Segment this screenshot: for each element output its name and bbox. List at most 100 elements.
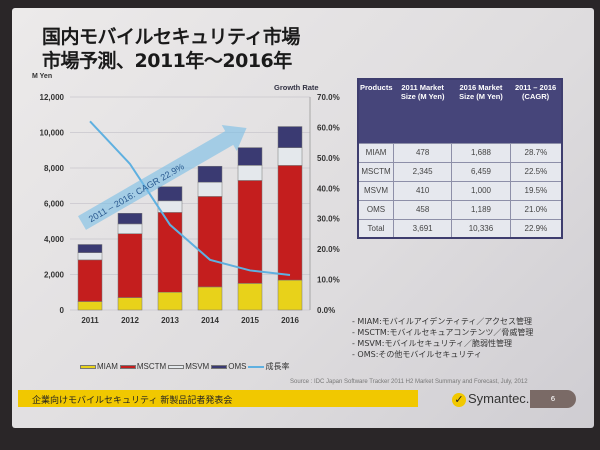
table-row: Total 3,691 10,336 22.9% <box>357 218 563 239</box>
legend-swatch <box>248 365 265 368</box>
y-tick-label: 2,000 <box>44 271 65 280</box>
bar-oms <box>197 165 223 183</box>
bar-miam <box>157 292 183 311</box>
table-cell: OMS <box>357 199 395 220</box>
x-tick-label: 2013 <box>161 316 179 325</box>
table-cell: 2,345 <box>393 161 453 182</box>
table-cell: 1,000 <box>451 180 511 201</box>
x-tick-label: 2015 <box>241 316 259 325</box>
legend-swatch <box>168 364 185 369</box>
stacked-bar-chart: M Yen Growth Rate 0 2,000 4,000 6,000 8,000 1… <box>32 73 340 325</box>
bar-msctm <box>77 259 103 302</box>
table-cell: 3,691 <box>393 218 453 239</box>
bar-msctm <box>117 233 143 298</box>
legend-item: MSCTM <box>119 362 166 371</box>
bar-msvm <box>277 147 303 166</box>
table-cell: 1,688 <box>451 142 511 163</box>
slide-title: 国内モバイルセキュリティ市場 <box>42 26 300 48</box>
legend-swatch <box>211 364 228 369</box>
table-cell: 10,336 <box>451 218 511 239</box>
bar-miam <box>277 279 303 311</box>
x-tick-label: 2016 <box>281 316 299 325</box>
table-cell: 28.7% <box>509 142 563 163</box>
left-axis-label: M Yen <box>32 73 52 80</box>
bar-miam <box>77 301 103 311</box>
legend-swatch <box>119 364 136 369</box>
table-header: Products <box>358 79 394 143</box>
bar-msctm <box>197 196 223 288</box>
y2-tick-label: 10.0% <box>317 276 340 285</box>
table-cell: Total <box>357 218 395 239</box>
y-tick-label: 8,000 <box>44 164 65 173</box>
definition-item: - MIAM:モバイルアイデンティティ／アクセス管理 <box>352 317 532 326</box>
y2-tick-label: 20.0% <box>317 245 340 254</box>
market-size-table: Products 2011 Market Size (M Yen) 2016 Mar… <box>357 78 563 239</box>
growth-rate-line <box>89 120 291 277</box>
bar-miam <box>197 286 223 311</box>
y-tick-label: 4,000 <box>44 235 65 244</box>
table-row: MSCTM 2,345 6,459 22.5% <box>357 161 563 182</box>
x-tick-label: 2011 <box>81 316 99 325</box>
right-axis-label: Growth Rate <box>274 83 319 92</box>
bar-miam <box>117 297 143 311</box>
legend-label: 成長率 <box>265 362 290 371</box>
table-row: MIAM 478 1,688 28.7% <box>357 142 563 163</box>
bar-oms <box>237 147 263 166</box>
table-cell: 22.9% <box>509 218 563 239</box>
definition-item: - MSVM:モバイルセキュリティ／脆弱性管理 <box>352 339 512 348</box>
legend-label: OMS <box>228 362 247 371</box>
chart-legend: MIAM MSCTM MSVM OMS 成長率 <box>80 361 289 372</box>
arrow-shape <box>78 125 247 230</box>
bar-msctm <box>237 180 263 284</box>
bar-msvm <box>197 181 223 197</box>
y2-tick-label: 50.0% <box>317 154 340 163</box>
legend-item: OMS <box>211 362 246 371</box>
table-cell: 19.5% <box>509 180 563 201</box>
definition-item: - MSCTM:モバイルセキュアコンテンツ／脅威管理 <box>352 328 534 337</box>
bar-msctm <box>277 165 303 281</box>
y-tick-label: 10,000 <box>40 129 65 138</box>
y2-tick-label: 60.0% <box>317 123 340 132</box>
x-tick-label: 2014 <box>201 316 219 325</box>
table-header: 2011 Market Size (M Yen) <box>393 79 452 143</box>
table-cell: 458 <box>393 199 453 220</box>
bar-oms <box>117 213 143 225</box>
table-row: MSVM 410 1,000 19.5% <box>357 180 563 201</box>
table-header: 2011 – 2016 (CAGR) <box>510 79 562 143</box>
table-cell: 410 <box>393 180 453 201</box>
legend-label: MSVM <box>185 362 210 371</box>
footer-bar: 企業向けモバイルセキュリティ 新製品記者発表会 <box>18 390 418 407</box>
symantec-logo: ✓ Symantec. <box>452 391 529 407</box>
table-cell: 21.0% <box>509 199 563 220</box>
table-cell: 1,189 <box>451 199 511 220</box>
table-cell: MSCTM <box>357 161 395 182</box>
checkmark-icon: ✓ <box>452 393 466 407</box>
y2-tick-label: 40.0% <box>317 184 340 193</box>
bar-oms <box>277 126 303 148</box>
table-cell: MSVM <box>357 180 395 201</box>
table-cell: MIAM <box>357 142 395 163</box>
y2-tick-label: 0.0% <box>317 306 335 315</box>
legend-swatch <box>80 364 96 369</box>
source-note: Source : IDC Japan Software Tracker 2011… <box>290 379 528 385</box>
table-cell: 22.5% <box>509 161 563 182</box>
x-tick-label: 2012 <box>121 316 139 325</box>
legend-item: 成長率 <box>248 361 289 372</box>
table-cell: 478 <box>393 142 453 163</box>
bar-msvm <box>117 223 143 234</box>
legend-item: MSVM <box>168 362 209 371</box>
bar-msvm <box>237 165 263 181</box>
y-tick-label: 12,000 <box>40 93 65 102</box>
table-cell: 6,459 <box>451 161 511 182</box>
bar-oms <box>77 244 103 253</box>
legend-item: MIAM <box>80 362 118 371</box>
definitions-list: - MIAM:モバイルアイデンティティ／アクセス管理 - MSCTM:モバイルセ… <box>352 316 533 360</box>
bar-oms <box>157 186 183 202</box>
bar-miam <box>237 283 263 311</box>
logo-text: Symantec. <box>468 391 530 406</box>
y-tick-label: 0 <box>60 306 65 315</box>
legend-label: MIAM <box>97 362 118 371</box>
slide-subtitle: 市場予測、2011年〜2016年 <box>42 50 292 72</box>
y2-tick-label: 70.0% <box>317 93 340 102</box>
bar-msvm <box>77 252 103 261</box>
